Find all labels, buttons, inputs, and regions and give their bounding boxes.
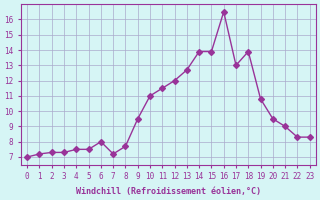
X-axis label: Windchill (Refroidissement éolien,°C): Windchill (Refroidissement éolien,°C) — [76, 187, 261, 196]
